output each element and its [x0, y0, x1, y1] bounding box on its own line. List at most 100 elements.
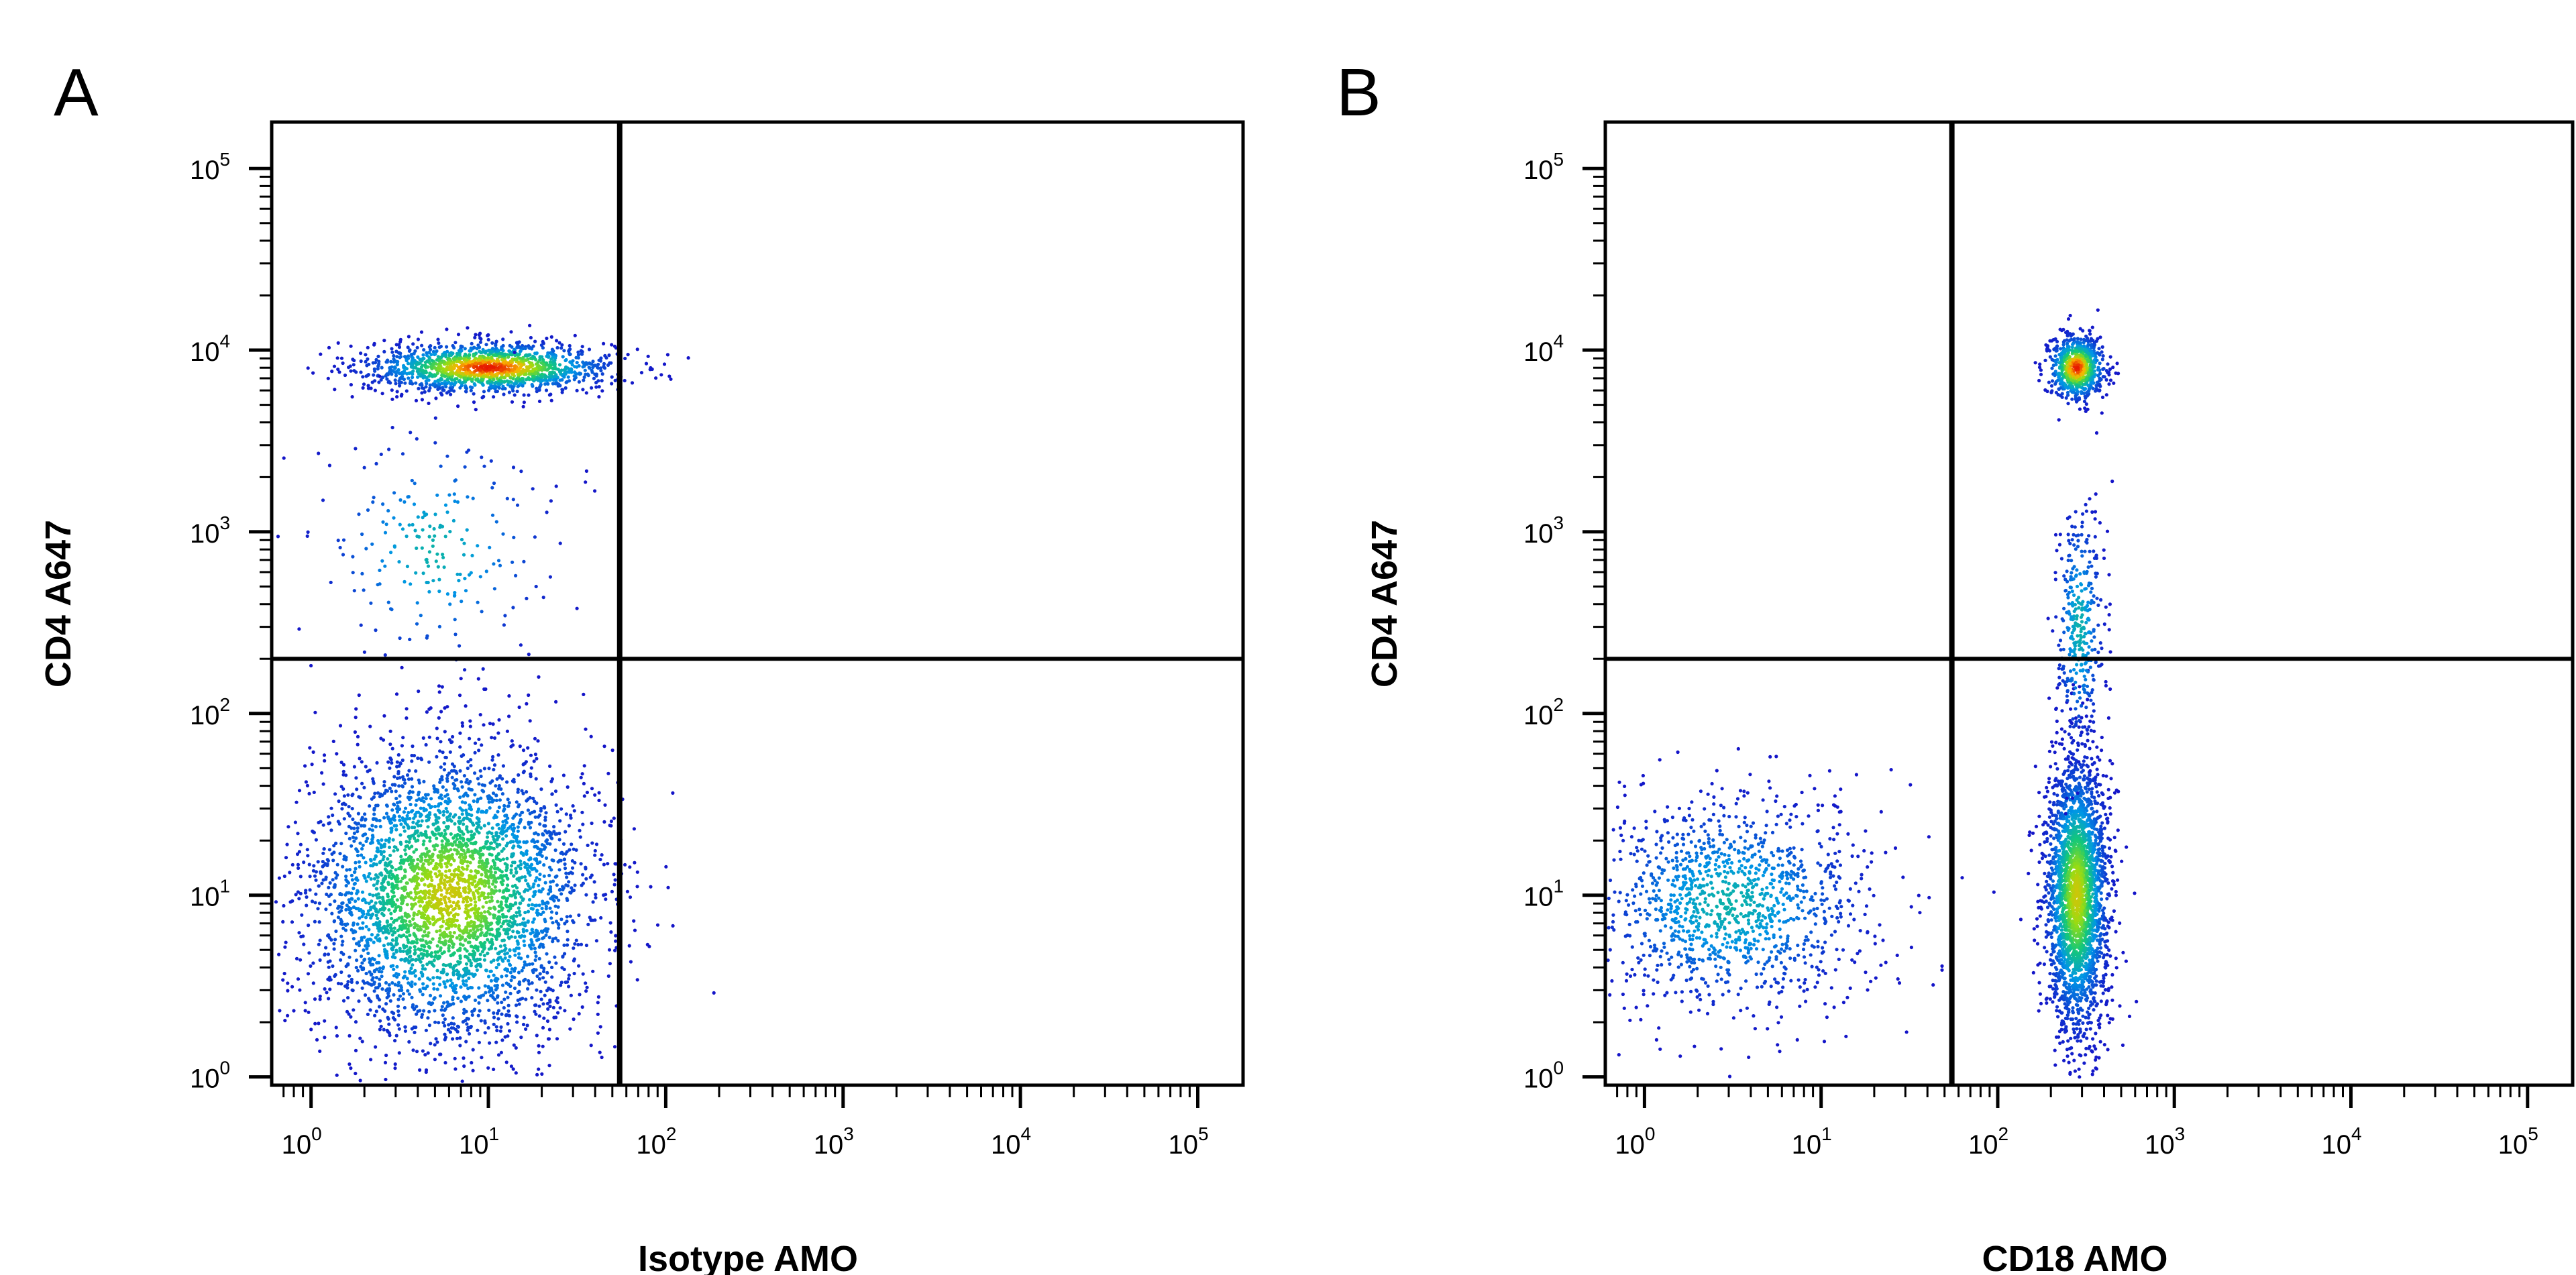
event-dot [567, 348, 571, 353]
event-dot [473, 383, 477, 387]
event-dot [385, 377, 389, 381]
panel-a-dots [274, 323, 716, 1083]
event-dot [359, 359, 363, 364]
event-dot [541, 887, 545, 891]
event-dot [524, 372, 528, 376]
event-dot [422, 866, 426, 870]
event-dot [403, 848, 407, 852]
event-dot [425, 382, 429, 386]
event-dot [415, 1012, 419, 1016]
event-dot [358, 916, 362, 920]
event-dot [488, 368, 492, 372]
event-dot [482, 723, 486, 727]
event-dot [454, 371, 458, 375]
event-dot [550, 858, 554, 862]
event-dot [338, 852, 342, 856]
event-dot [420, 819, 424, 823]
event-dot [372, 981, 376, 985]
event-dot [508, 840, 513, 844]
event-dot [441, 916, 445, 920]
event-dot [562, 349, 566, 353]
event-dot [360, 890, 365, 894]
event-dot [439, 858, 443, 863]
event-dot [403, 820, 407, 824]
event-dot [536, 739, 540, 743]
event-dot [402, 1005, 407, 1010]
event-dot [480, 789, 484, 793]
event-dot [476, 677, 480, 681]
event-dot [462, 1011, 466, 1015]
event-dot [533, 958, 537, 962]
event-dot [474, 925, 478, 929]
event-dot [415, 345, 419, 349]
event-dot [442, 950, 446, 954]
event-dot [572, 378, 576, 382]
event-dot [390, 1010, 394, 1014]
event-dot [390, 927, 394, 931]
event-dot [382, 783, 386, 787]
event-dot [499, 924, 503, 928]
event-dot [550, 895, 554, 899]
event-dot [368, 1008, 372, 1012]
event-dot [453, 1056, 457, 1060]
panel-a-letter: A [54, 55, 99, 130]
event-dot [466, 838, 470, 842]
event-dot [445, 908, 449, 912]
event-dot [357, 693, 361, 698]
event-dot [392, 894, 396, 898]
event-dot [453, 907, 457, 911]
event-dot [411, 809, 415, 813]
event-dot [374, 357, 378, 362]
event-dot [451, 815, 455, 819]
event-dot [402, 885, 407, 889]
event-dot [394, 374, 398, 378]
event-dot [417, 810, 421, 814]
event-dot [545, 368, 549, 372]
event-dot [299, 842, 303, 846]
event-dot [392, 993, 396, 997]
event-dot [422, 779, 426, 783]
event-dot [546, 1037, 551, 1041]
event-dot [537, 1014, 541, 1018]
event-dot [352, 905, 356, 909]
event-dot [484, 865, 488, 869]
event-dot [526, 909, 531, 913]
event-dot [495, 867, 499, 871]
event-dot [473, 741, 478, 745]
event-dot [541, 976, 545, 980]
event-dot [434, 821, 438, 825]
event-dot [483, 879, 487, 883]
event-dot [420, 386, 424, 390]
event-dot [474, 408, 478, 412]
event-dot [442, 980, 446, 984]
event-dot [538, 355, 542, 359]
event-dot [515, 357, 519, 362]
event-dot [564, 830, 568, 834]
event-dot [311, 961, 315, 965]
event-dot [545, 838, 549, 842]
event-dot [377, 380, 381, 384]
event-dot [464, 907, 468, 911]
event-dot [478, 962, 482, 966]
event-dot [541, 833, 545, 837]
event-dot [397, 784, 401, 788]
event-dot [439, 1008, 443, 1012]
event-dot [432, 787, 437, 791]
event-dot [520, 875, 525, 879]
event-dot [458, 1044, 462, 1048]
event-dot [513, 814, 517, 818]
event-dot [390, 981, 394, 985]
event-dot [433, 345, 437, 350]
event-dot [360, 898, 365, 902]
event-dot [377, 954, 381, 958]
event-dot [378, 824, 382, 828]
event-dot [427, 920, 432, 924]
event-dot [333, 938, 337, 942]
event-dot [549, 779, 553, 783]
event-dot [495, 777, 499, 781]
event-dot [425, 941, 429, 946]
event-dot [556, 922, 560, 926]
event-dot [372, 940, 376, 944]
event-dot [468, 936, 472, 940]
event-dot [407, 1040, 411, 1044]
